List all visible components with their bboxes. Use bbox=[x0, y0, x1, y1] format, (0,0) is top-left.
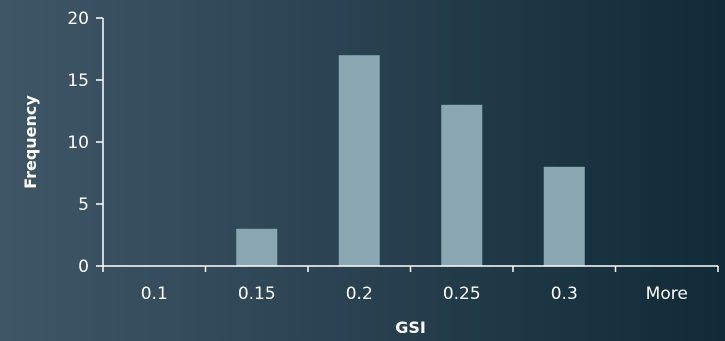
bar bbox=[236, 228, 278, 266]
y-tick-label: 5 bbox=[78, 195, 89, 215]
y-axis-title: Frequency bbox=[21, 95, 40, 189]
x-axis-ticks bbox=[102, 266, 719, 272]
x-tick-label: 0.2 bbox=[346, 284, 373, 304]
y-tick-label: 0 bbox=[78, 257, 89, 277]
x-tick-label: 0.3 bbox=[551, 284, 578, 304]
bars-group bbox=[236, 55, 585, 267]
x-tick-label: More bbox=[646, 284, 688, 304]
y-tick-label: 10 bbox=[67, 133, 89, 153]
y-tick-label: 20 bbox=[67, 9, 89, 29]
y-tick-labels: 0 5 10 15 20 bbox=[67, 9, 89, 277]
y-tick-label: 15 bbox=[67, 71, 89, 91]
x-tick-label: 0.25 bbox=[443, 284, 481, 304]
x-axis-title: GSI bbox=[395, 318, 426, 337]
y-axis-ticks bbox=[96, 17, 103, 267]
x-tick-label: 0.1 bbox=[141, 284, 168, 304]
x-tick-labels: 0.1 0.15 0.2 0.25 0.3 More bbox=[141, 284, 688, 304]
bar bbox=[441, 104, 483, 266]
bar bbox=[338, 55, 380, 267]
bar bbox=[543, 166, 585, 266]
x-tick-label: 0.15 bbox=[238, 284, 276, 304]
